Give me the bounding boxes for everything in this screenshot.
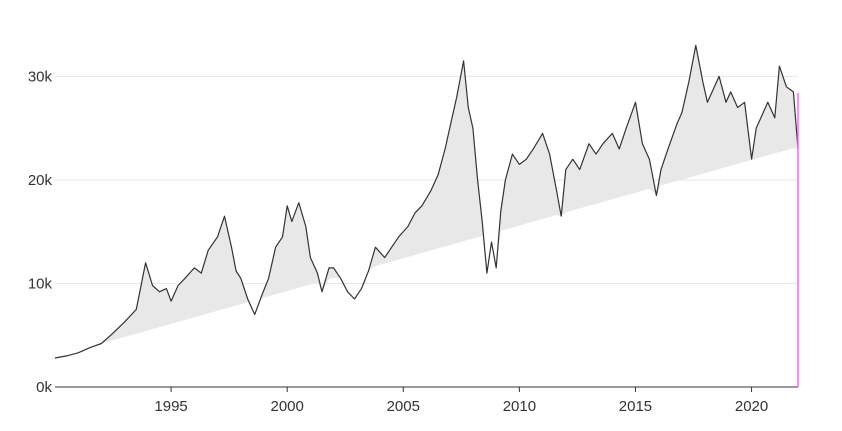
x-axis-labels: 1995 2000 2005 2010 2015 2020 — [154, 387, 768, 415]
x-tick-label: 2015 — [619, 398, 652, 415]
series-line — [54, 44, 799, 359]
x-tick-label: 2020 — [735, 398, 768, 415]
y-tick-label: 0k — [36, 379, 52, 396]
y-tick-label: 20k — [28, 172, 53, 189]
x-tick-label: 2010 — [503, 398, 536, 415]
y-axis-labels: 0k 10k 20k 30k — [28, 68, 53, 396]
y-tick-label: 10k — [28, 275, 53, 292]
x-tick-label: 1995 — [154, 398, 187, 415]
x-tick-label: 2000 — [271, 398, 304, 415]
y-tick-label: 30k — [28, 68, 53, 85]
x-tick-label: 2005 — [387, 398, 420, 415]
